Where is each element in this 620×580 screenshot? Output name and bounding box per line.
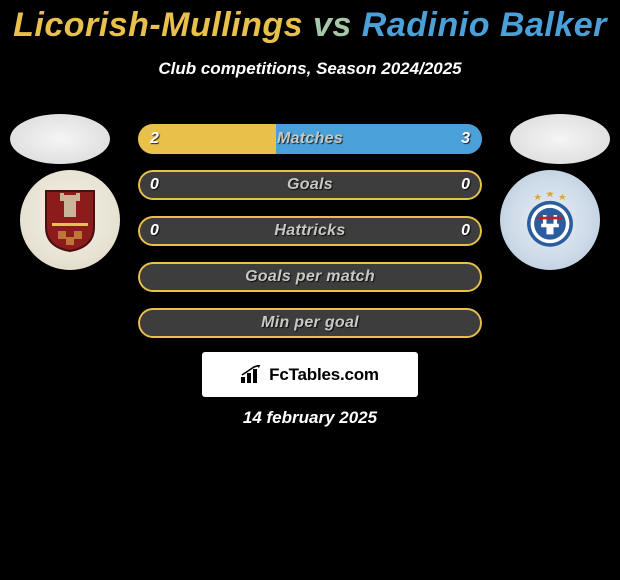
date-label: 14 february 2025 — [0, 408, 620, 428]
subtitle: Club competitions, Season 2024/2025 — [0, 59, 620, 79]
stat-row: Goals0 0 — [138, 170, 482, 200]
player2-club-badge — [500, 170, 600, 270]
player1-photo — [10, 114, 110, 164]
stat-value-left: 2 — [150, 124, 159, 154]
title-vs: vs — [313, 6, 352, 44]
player1-club-badge — [20, 170, 120, 270]
stat-label: Min per goal — [138, 308, 482, 338]
stats-block: Matches23Goals00Hattricks00Goals per mat… — [138, 124, 482, 354]
stat-label: Goals per match — [138, 262, 482, 292]
stat-value-left: 0 — [150, 216, 159, 246]
stat-value-right: 3 — [461, 124, 470, 154]
stat-row: Hattricks0 0 — [138, 216, 482, 246]
shield-icon — [42, 187, 98, 253]
stat-label: Matches — [138, 124, 482, 154]
stat-row: Matches2 3 — [138, 124, 482, 154]
player2-photo — [510, 114, 610, 164]
bar-chart-icon — [241, 365, 263, 385]
stat-value-right: 0 — [461, 170, 470, 200]
page-title: Licorish-Mullings vs Radinio Balker — [0, 0, 620, 45]
stat-value-right: 0 — [461, 216, 470, 246]
stat-value-left: 0 — [150, 170, 159, 200]
stat-row: Min per goal — [138, 308, 482, 338]
watermark: FcTables.com — [202, 352, 418, 397]
stat-row: Goals per match — [138, 262, 482, 292]
shield-icon — [520, 192, 580, 252]
stat-label: Goals — [138, 170, 482, 200]
stat-label: Hattricks — [138, 216, 482, 246]
title-player2: Radinio Balker — [362, 6, 607, 44]
watermark-text: FcTables.com — [269, 365, 379, 385]
comparison-canvas: Licorish-Mullings vs Radinio Balker Club… — [0, 0, 620, 580]
title-player1: Licorish-Mullings — [13, 6, 303, 44]
